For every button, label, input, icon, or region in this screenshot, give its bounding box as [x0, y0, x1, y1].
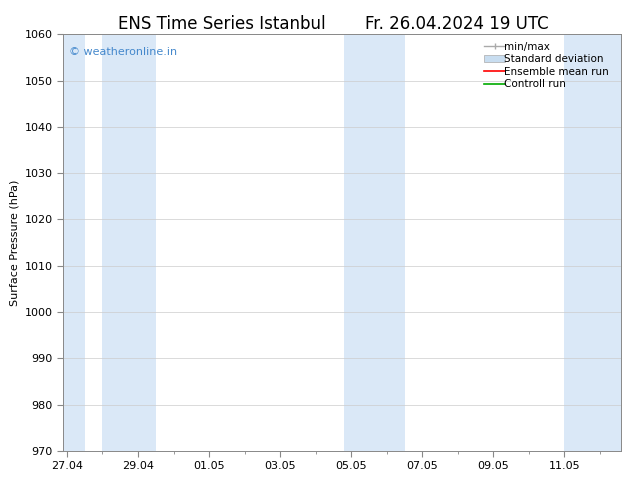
Legend: min/max, Standard deviation, Ensemble mean run, Controll run: min/max, Standard deviation, Ensemble me… — [482, 40, 616, 92]
Bar — [369, 34, 404, 451]
Text: ENS Time Series Istanbul: ENS Time Series Istanbul — [118, 15, 326, 33]
Y-axis label: Surface Pressure (hPa): Surface Pressure (hPa) — [10, 179, 19, 306]
Bar — [63, 34, 85, 451]
Text: © weatheronline.in: © weatheronline.in — [69, 47, 177, 57]
Text: Fr. 26.04.2024 19 UTC: Fr. 26.04.2024 19 UTC — [365, 15, 548, 33]
Bar — [344, 34, 369, 451]
Bar — [564, 34, 621, 451]
Bar — [103, 34, 156, 451]
